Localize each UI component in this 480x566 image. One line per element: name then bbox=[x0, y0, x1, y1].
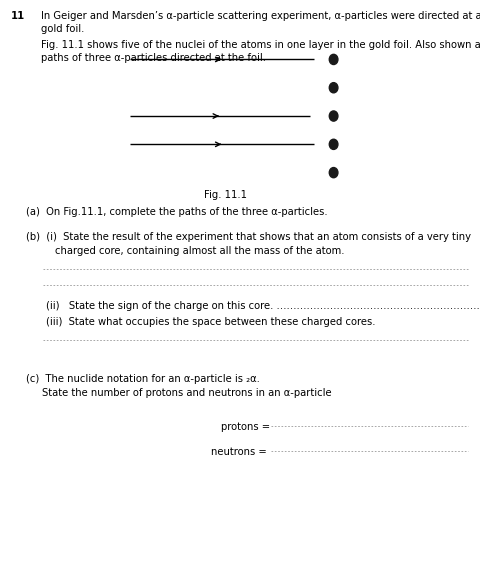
Text: neutrons =: neutrons = bbox=[211, 447, 267, 457]
Text: (c)  The nuclide notation for an α-particle is ₂α.: (c) The nuclide notation for an α-partic… bbox=[26, 374, 260, 384]
Circle shape bbox=[329, 111, 338, 121]
Text: Fig. 11.1: Fig. 11.1 bbox=[204, 190, 247, 200]
Circle shape bbox=[329, 83, 338, 93]
Text: paths of three α-particles directed at the foil.: paths of three α-particles directed at t… bbox=[41, 53, 266, 63]
Circle shape bbox=[329, 139, 338, 149]
Text: protons =: protons = bbox=[221, 422, 270, 432]
Text: (ii)   State the sign of the charge on this core. ……………………………………………………………: (ii) State the sign of the charge on thi… bbox=[46, 301, 480, 311]
Text: (iii)  State what occupies the space between these charged cores.: (iii) State what occupies the space betw… bbox=[46, 317, 375, 327]
Text: State the number of protons and neutrons in an α-particle: State the number of protons and neutrons… bbox=[42, 388, 332, 398]
Circle shape bbox=[329, 168, 338, 178]
Text: 11: 11 bbox=[11, 11, 25, 22]
Text: gold foil.: gold foil. bbox=[41, 24, 84, 35]
Text: charged core, containing almost all the mass of the atom.: charged core, containing almost all the … bbox=[55, 246, 345, 256]
Circle shape bbox=[329, 54, 338, 65]
Text: (a)  On Fig.11.1, complete the paths of the three α-particles.: (a) On Fig.11.1, complete the paths of t… bbox=[26, 207, 328, 217]
Text: Fig. 11.1 shows five of the nuclei of the atoms in one layer in the gold foil. A: Fig. 11.1 shows five of the nuclei of th… bbox=[41, 40, 480, 50]
Text: (b)  (i)  State the result of the experiment that shows that an atom consists of: (b) (i) State the result of the experime… bbox=[26, 232, 471, 242]
Text: In Geiger and Marsden’s α-particle scattering experiment, α-particles were direc: In Geiger and Marsden’s α-particle scatt… bbox=[41, 11, 480, 22]
